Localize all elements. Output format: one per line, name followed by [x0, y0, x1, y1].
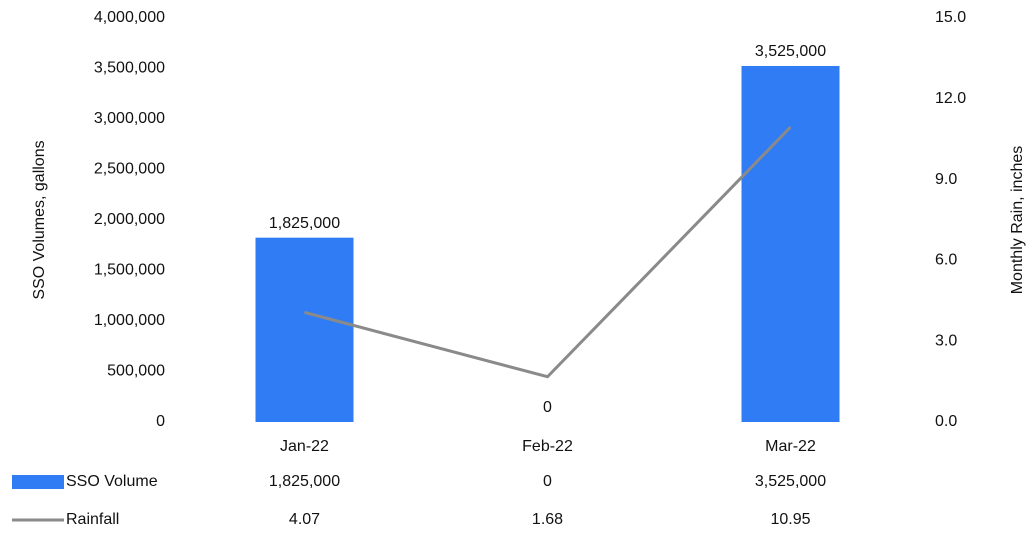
y-tick-label: 3,500,000 — [94, 60, 165, 77]
y2-tick-label: 0.0 — [935, 413, 957, 430]
y-tick-label: 1,500,000 — [94, 262, 165, 279]
y-tick-label: 1,000,000 — [94, 312, 165, 329]
y2-tick-label: 3.0 — [935, 332, 957, 349]
y-tick-label: 2,500,000 — [94, 161, 165, 178]
y-tick-label: 500,000 — [107, 363, 165, 380]
table-value: 10.95 — [770, 511, 810, 528]
table-value: 4.07 — [289, 511, 320, 528]
bar-value-label: 0 — [543, 399, 552, 416]
legend-label: SSO Volume — [66, 473, 158, 490]
y2-tick-label: 9.0 — [935, 171, 957, 188]
y2-tick-label: 6.0 — [935, 252, 957, 269]
legend-key — [12, 475, 64, 489]
rainfall-line — [304, 126, 792, 379]
y2-tick-label: 15.0 — [935, 9, 966, 26]
table-value: 3,525,000 — [755, 473, 826, 490]
table-value: 1.68 — [532, 511, 563, 528]
y-tick-label: 0 — [156, 413, 165, 430]
bar-value-label: 1,825,000 — [269, 215, 340, 232]
legend-label: Rainfall — [66, 511, 119, 528]
x-tick-label: Feb-22 — [522, 438, 573, 455]
table-value: 0 — [543, 473, 552, 490]
table-value: 1,825,000 — [269, 473, 340, 490]
y-tick-label: 4,000,000 — [94, 9, 165, 26]
bar-value-label: 3,525,000 — [755, 43, 826, 60]
x-tick-label: Jan-22 — [280, 438, 329, 455]
y-axis-title: SSO Volumes, gallons — [31, 140, 48, 299]
y2-axis-title: Monthly Rain, inches — [1009, 146, 1026, 295]
bar — [741, 65, 840, 422]
y2-tick-label: 12.0 — [935, 90, 966, 107]
bar — [255, 237, 354, 422]
x-tick-label: Mar-22 — [765, 438, 816, 455]
y-tick-label: 2,000,000 — [94, 211, 165, 228]
y-tick-label: 3,000,000 — [94, 110, 165, 127]
